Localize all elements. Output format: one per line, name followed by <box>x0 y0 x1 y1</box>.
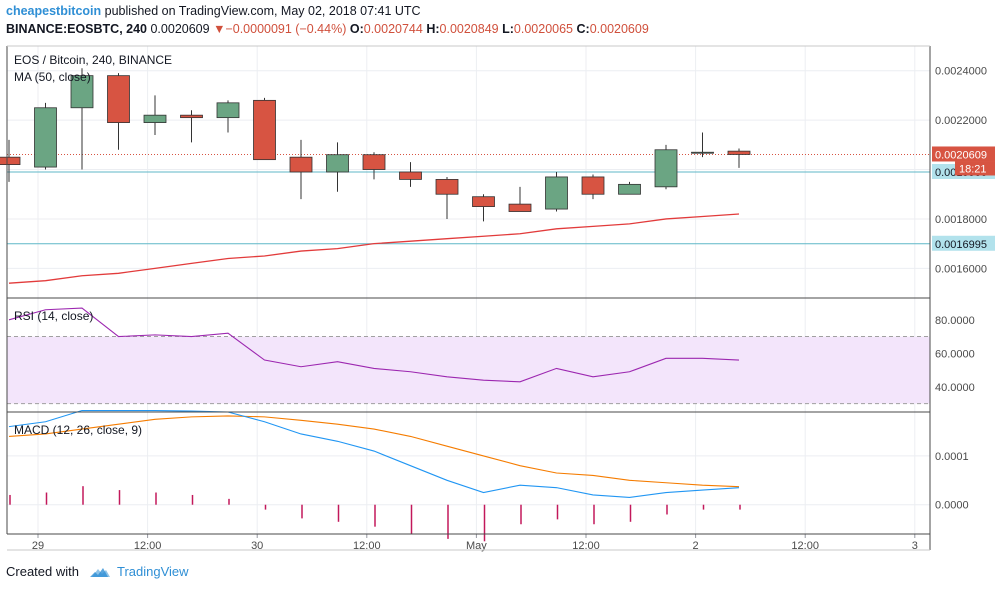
close-label: C: <box>576 22 590 36</box>
countdown-label: 18:21 <box>959 163 987 175</box>
countdown-badge <box>955 161 995 176</box>
candle-down <box>508 203 532 212</box>
rsi-tick-label: 40.0000 <box>935 382 975 394</box>
price-axis-label: 0.0016995 <box>935 239 987 251</box>
candle-down <box>107 75 130 123</box>
candle-up <box>618 183 641 195</box>
macd-legend: MACD (12, 26, close, 9) <box>14 423 142 437</box>
candle-up <box>216 102 240 119</box>
candle-down <box>727 150 751 155</box>
macd-tick-label: 0.0001 <box>935 451 969 463</box>
rsi-band <box>7 336 930 404</box>
chart-title: EOS / Bitcoin, 240, BINANCE <box>14 53 172 67</box>
y-tick-label: 0.0022000 <box>935 115 987 127</box>
x-tick-label: 12:00 <box>791 540 819 552</box>
y-tick-label: 0.0018000 <box>935 214 987 226</box>
price-axis-badge <box>932 146 995 162</box>
open-value: 0.0020744 <box>363 22 423 36</box>
price-axis-badge <box>932 235 995 251</box>
low-label: L: <box>502 22 514 36</box>
high-label: H: <box>426 22 440 36</box>
rsi-tick-label: 80.0000 <box>935 315 975 327</box>
candle-down <box>180 114 203 119</box>
y-tick-label: 0.0024000 <box>935 66 987 78</box>
candle-down <box>581 176 605 195</box>
ma-line <box>8 213 740 284</box>
last-price: 0.0020609 <box>150 22 210 36</box>
tradingview-brand-link[interactable]: TradingView <box>116 564 189 579</box>
candle-up <box>34 107 57 168</box>
macd-tick-label: 0.0000 <box>935 500 969 512</box>
x-tick-label: 12:00 <box>572 540 600 552</box>
signal-line <box>8 415 740 488</box>
rsi-legend: RSI (14, close) <box>14 309 93 323</box>
close-value: 0.0020609 <box>589 22 649 36</box>
chart-area[interactable]: 29 12:00 30 12:00 May 12:00 2 12:00 3 0.0024000 0.… <box>0 42 1002 554</box>
macd-line <box>8 409 740 498</box>
created-with-label: Created with <box>6 564 79 579</box>
candle-down <box>399 171 422 180</box>
x-tick-label: 12:00 <box>134 540 162 552</box>
x-tick-label: 12:00 <box>353 540 381 552</box>
high-value: 0.0020849 <box>439 22 499 36</box>
ohlc-line: BINANCE:EOSBTC, 240 0.0020609 ▼−0.000009… <box>6 22 649 36</box>
rsi-line <box>8 307 740 383</box>
x-tick-label: May <box>466 540 487 552</box>
x-tick-label: 29 <box>32 540 44 552</box>
candle-down <box>435 179 459 195</box>
author-name[interactable]: cheapestbitcoin <box>6 4 102 18</box>
down-arrow-icon: ▼ <box>213 22 226 36</box>
publish-info: published on TradingView.com, May 02, 20… <box>104 4 421 18</box>
candle-up <box>654 149 678 188</box>
publish-line: cheapestbitcoin published on TradingView… <box>6 4 421 18</box>
x-tick-label: 2 <box>693 540 699 552</box>
candle-down <box>0 156 21 165</box>
x-tick-label: 3 <box>912 540 918 552</box>
symbol-label: BINANCE:EOSBTC, 240 <box>6 22 147 36</box>
candle-up <box>326 154 349 173</box>
x-tick-label: 30 <box>251 540 263 552</box>
candle-down <box>362 154 386 170</box>
candle-down <box>253 99 276 161</box>
candle-up <box>70 75 94 109</box>
y-tick-label: 0.0016000 <box>935 263 987 275</box>
ma-legend: MA (50, close) <box>14 70 91 84</box>
candle-up <box>545 176 568 210</box>
price-axis-label: 0.0020609 <box>935 149 987 161</box>
low-value: 0.0020065 <box>513 22 574 36</box>
rsi-tick-label: 60.0000 <box>935 348 975 360</box>
change-value: −0.0000091 (−0.44%) <box>225 22 347 36</box>
candle-up <box>143 114 167 123</box>
candle-down <box>472 196 495 207</box>
footer: Created with TradingView <box>6 564 189 579</box>
open-label: O: <box>349 22 364 36</box>
candle-up <box>691 151 714 154</box>
tradingview-cloud-icon <box>89 567 110 577</box>
candle-down <box>289 156 313 173</box>
